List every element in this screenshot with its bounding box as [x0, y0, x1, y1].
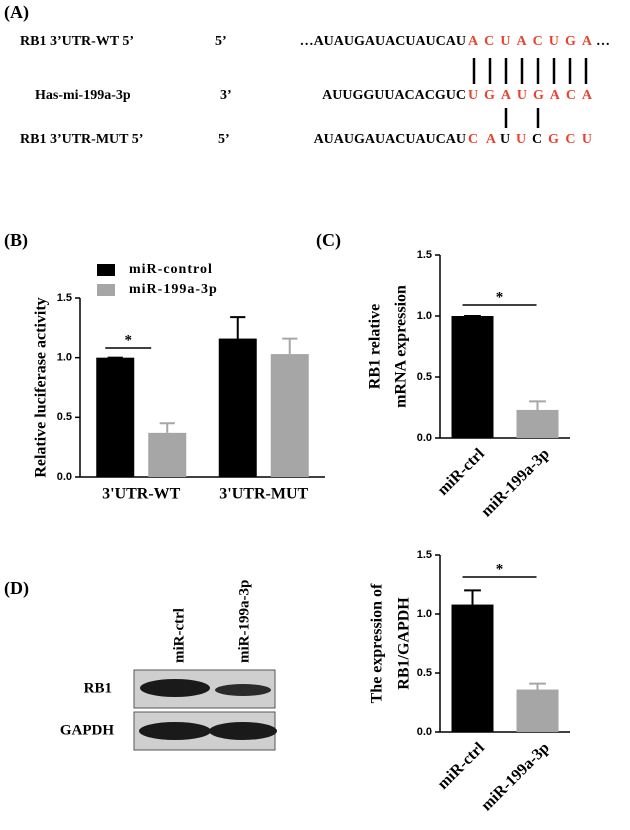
legend-swatch	[97, 284, 115, 296]
y-axis-label: RB1/GAPDH	[396, 597, 413, 690]
sequence-segment: ACUACUGA	[468, 34, 593, 49]
error-bar	[529, 400, 546, 410]
bar	[451, 316, 494, 438]
lane-label: miR-199a-3p	[236, 580, 252, 663]
legend-label: miR-control	[129, 262, 213, 277]
sequence-segment: CA	[468, 132, 497, 147]
y-tick-label: 1.0	[417, 310, 432, 322]
y-tick-label: 0.0	[417, 432, 432, 444]
sequence-segment: UGAUGACA	[468, 88, 593, 103]
legend-label: miR-199a-3p	[129, 282, 218, 297]
y-tick-label: 0.5	[417, 667, 432, 679]
panel-label: (B)	[4, 230, 28, 251]
sequence-label: RB1 3’UTR-WT 5’	[20, 34, 134, 49]
y-tick-label: 0.5	[57, 411, 72, 423]
sequence: AUUGGUUACACGUC	[322, 88, 466, 103]
error-bar	[529, 682, 546, 690]
bar	[270, 354, 309, 477]
x-tick-label: miR-ctrl	[434, 739, 488, 793]
band	[140, 679, 210, 697]
sequence-segment: GCU	[548, 132, 592, 147]
legend-swatch	[97, 264, 115, 276]
y-tick-label: 1.0	[57, 352, 72, 364]
lane-label: miR-ctrl	[171, 608, 187, 663]
x-tick-label: 3'UTR-WT	[102, 486, 181, 503]
sequence-segment: C	[532, 132, 542, 147]
sequence-label: RB1 3’UTR-MUT 5’	[20, 132, 143, 147]
bar	[148, 432, 187, 477]
bar	[516, 689, 559, 732]
x-tick-label: miR-199a-3p	[478, 445, 553, 520]
y-tick-label: 1.5	[417, 549, 432, 561]
sequence: AUAUGAUACUAUCAU	[314, 132, 466, 147]
band	[209, 722, 277, 740]
x-tick-label: miR-ctrl	[434, 445, 488, 499]
bar	[516, 409, 559, 438]
y-axis-label: RB1 relative	[367, 304, 384, 389]
sequence-label: Has-mi-199a-3p	[35, 88, 131, 103]
sequence: …AUAUGAUACUAUCAU	[300, 34, 466, 49]
error-bar	[159, 422, 175, 433]
x-tick-label: 3'UTR-MUT	[219, 486, 308, 503]
significance-mark: *	[496, 561, 504, 577]
band	[215, 684, 271, 696]
y-tick-label: 0.0	[57, 471, 72, 483]
strand-end: 3’	[220, 88, 232, 103]
panel-label: (A)	[4, 2, 29, 23]
y-tick-label: 0.5	[417, 371, 432, 383]
bar	[218, 338, 257, 477]
error-bar	[230, 316, 246, 339]
panel-label: (C)	[316, 230, 341, 251]
x-tick-label: miR-199a-3p	[478, 739, 553, 814]
band	[139, 722, 211, 740]
y-axis-label: The expression of	[369, 583, 386, 703]
y-axis-label: Relative luciferase activity	[33, 297, 50, 477]
significance-mark: *	[125, 332, 133, 348]
significance-mark: *	[496, 289, 504, 305]
sequence-segment: U	[500, 132, 510, 147]
sequence-segment: U	[516, 132, 526, 147]
bar	[451, 604, 494, 732]
y-axis-label: mRNA expression	[393, 285, 410, 408]
blot-row-label: GAPDH	[60, 722, 114, 738]
error-bar	[282, 337, 298, 355]
panel-label: (D)	[4, 578, 29, 599]
y-tick-label: 1.5	[57, 292, 72, 304]
blot-row-label: RB1	[84, 680, 112, 696]
y-tick-label: 1.5	[417, 249, 432, 261]
y-tick-label: 1.0	[417, 608, 432, 620]
strand-end: 5’	[215, 34, 227, 49]
bar	[96, 357, 135, 477]
strand-end: 5’	[218, 132, 230, 147]
y-tick-label: 0.0	[417, 726, 432, 738]
error-bar	[464, 589, 481, 605]
pairing-lines	[472, 58, 588, 128]
sequence-segment: …	[596, 34, 610, 49]
